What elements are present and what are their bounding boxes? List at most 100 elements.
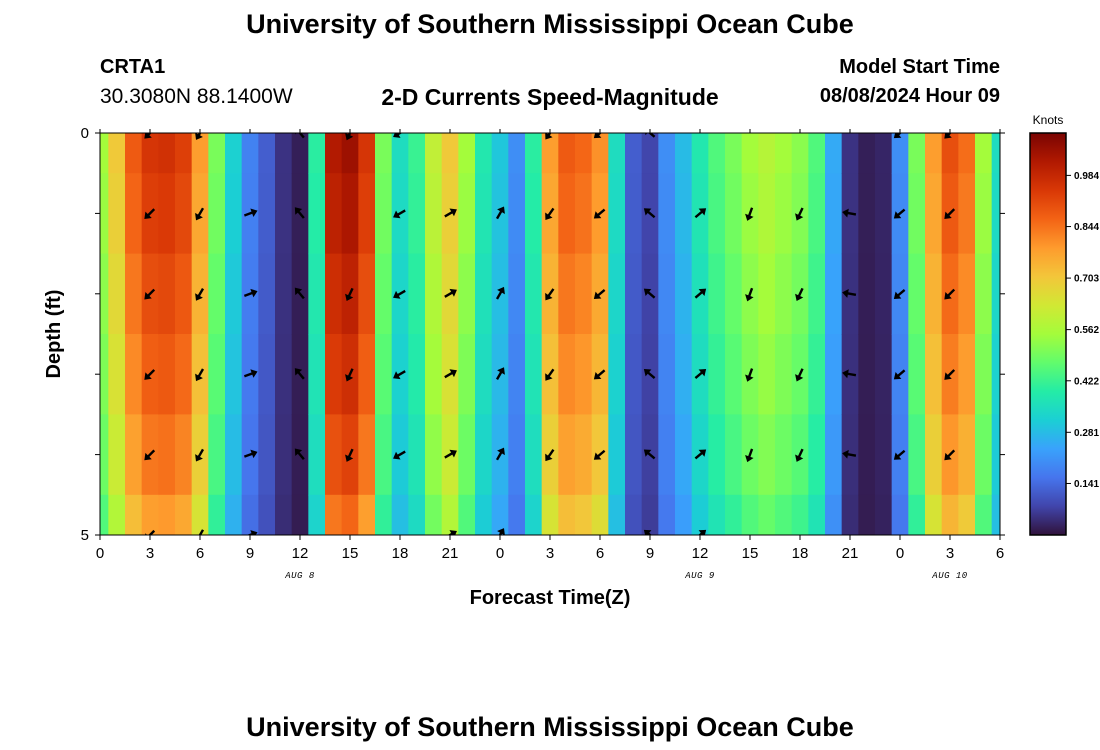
heatmap-cell (708, 133, 726, 174)
x-tick-label: 9 (646, 545, 654, 562)
heatmap-cell (141, 494, 159, 535)
heatmap-cell (358, 414, 376, 496)
heatmap-cell (558, 173, 576, 255)
heatmap-cell (641, 133, 659, 174)
current-arrow (745, 368, 754, 382)
current-arrow (294, 207, 305, 219)
heatmap-cell (258, 133, 276, 174)
heatmap-cell (441, 494, 459, 535)
heatmap-cell (875, 253, 893, 335)
heatmap-cell (975, 253, 993, 335)
heatmap-cell (658, 133, 676, 174)
heatmap-cell (208, 133, 226, 174)
heatmap-cell (508, 173, 526, 255)
heatmap-cell (825, 414, 843, 496)
heatmap-cell (208, 414, 226, 496)
heatmap-cell (975, 334, 993, 415)
current-arrow (243, 288, 258, 298)
heatmap-cell (108, 494, 126, 535)
heatmap-cell (491, 494, 509, 535)
heatmap-cell (158, 414, 176, 496)
current-arrow (842, 369, 857, 379)
x-tick-label: 6 (596, 545, 604, 562)
heatmap-cell (958, 173, 976, 255)
colorbar: Knots 0.984 0.844 0.703 0.562 0.422 0.281 0.14… (1029, 113, 1099, 536)
colorbar-bar (1029, 132, 1067, 536)
current-arrow (444, 530, 457, 535)
heatmap-cell (908, 253, 926, 335)
heatmap-cell (208, 494, 226, 535)
heatmap-cell (925, 494, 943, 535)
heatmap-cell (241, 133, 259, 174)
heatmap-cell (175, 494, 193, 535)
heatmap-cell (475, 414, 493, 496)
heatmap-cell (191, 133, 209, 174)
heatmap-cell (425, 334, 443, 415)
heatmap-cell (425, 133, 443, 174)
x-tick-label: 21 (442, 545, 459, 562)
heatmap-cell (508, 494, 526, 535)
heatmap-cell (225, 133, 243, 174)
heatmap-cell (191, 494, 209, 535)
station-id: CRTA1 (100, 56, 166, 78)
heatmap-cell (608, 253, 626, 335)
current-arrow (144, 288, 156, 300)
heatmap-cell (575, 253, 593, 335)
heatmap-cell (308, 414, 326, 496)
heatmap-cell (858, 173, 876, 255)
heatmap-cell (341, 133, 359, 174)
current-arrow (144, 369, 156, 380)
heatmap-cell (675, 133, 693, 174)
heatmap-cell (641, 494, 659, 535)
heatmap-cell (541, 133, 559, 174)
heatmap-cell (575, 133, 593, 174)
current-arrow (195, 288, 205, 301)
current-arrow (144, 529, 156, 535)
heatmap-cell (708, 414, 726, 496)
current-arrow (195, 448, 205, 462)
heatmap-cell (575, 173, 593, 255)
heatmap-cell (775, 494, 793, 535)
heatmap-cell (100, 133, 109, 174)
heatmap-cell (108, 334, 126, 415)
current-arrow (243, 530, 258, 535)
current-arrow (795, 207, 804, 221)
colorbar-tick-label: 0.984 (1074, 171, 1099, 182)
x-tick-label: 18 (392, 545, 409, 562)
date-label: AUG 10 (931, 571, 968, 581)
heatmap-cell (225, 494, 243, 535)
heatmap-cell (341, 173, 359, 255)
current-arrow (694, 529, 707, 535)
current-arrow (444, 288, 457, 298)
current-arrow (643, 449, 656, 460)
heatmap-cell (758, 253, 776, 335)
current-arrow (694, 288, 707, 299)
y-tick-label: 0 (81, 125, 89, 142)
heatmap-cell (725, 173, 743, 255)
current-arrow (593, 289, 606, 299)
colorbar-tick-label: 0.562 (1074, 325, 1099, 336)
heatmap-cell (275, 414, 293, 496)
current-arrow (893, 133, 906, 139)
heatmap-cell (475, 173, 493, 255)
heatmap-cell (758, 494, 776, 535)
heatmap-cell (808, 414, 826, 496)
heatmap-cell (325, 334, 343, 415)
heatmap-cell (358, 133, 376, 174)
heatmap-cell (791, 494, 809, 535)
heatmap-cell (558, 414, 576, 496)
heatmap-cell (708, 494, 726, 535)
heatmap-cell (958, 253, 976, 335)
heatmap-cell (808, 253, 826, 335)
current-arrow (944, 369, 956, 380)
page-title: University of Southern Mississippi Ocean… (246, 9, 854, 39)
heatmap-cell (658, 253, 676, 335)
current-arrow (893, 449, 906, 460)
heatmap-cell (458, 173, 476, 255)
heatmap-cell (841, 133, 859, 174)
current-arrow (243, 369, 258, 378)
heatmap-cell (908, 173, 926, 255)
footer-title: University of Southern Mississippi Ocean… (246, 712, 854, 742)
current-arrow (593, 133, 606, 139)
heatmap-cell (608, 334, 626, 415)
